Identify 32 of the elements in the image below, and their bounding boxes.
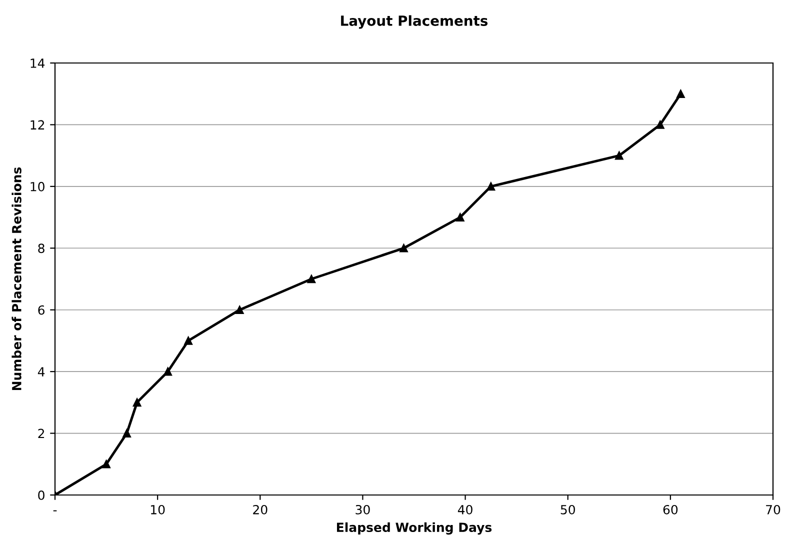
x-tick-label: 60 xyxy=(663,504,678,514)
chart-title: Layout Placements xyxy=(341,15,488,29)
point xyxy=(307,274,316,284)
y-axis-title: Number of Placement Revisions xyxy=(12,167,22,390)
point xyxy=(102,460,110,468)
x-tick-label: 20 xyxy=(253,504,268,514)
y-tick-label: 4 xyxy=(38,367,45,376)
point xyxy=(122,429,131,438)
point xyxy=(235,306,244,314)
point xyxy=(614,151,624,160)
y-tick-label: 12 xyxy=(30,120,44,130)
y-tick-label: 2 xyxy=(38,428,44,438)
x-tick-label: - xyxy=(53,510,57,512)
point xyxy=(400,244,408,252)
y-tick-label: 14 xyxy=(30,58,45,68)
y-tick-label: 0 xyxy=(38,490,44,500)
point xyxy=(132,398,142,407)
point xyxy=(656,120,664,129)
point xyxy=(486,182,496,191)
x-tick-label: 50 xyxy=(560,504,575,514)
point xyxy=(164,367,172,376)
x-tick-label: 70 xyxy=(766,504,780,514)
x-tick-label: 10 xyxy=(150,504,165,514)
y-tick-label: 10 xyxy=(30,182,44,192)
x-tick-label: 30 xyxy=(356,504,370,514)
point xyxy=(456,213,464,222)
y-tick-label: 6 xyxy=(38,305,44,315)
point xyxy=(676,90,685,98)
point xyxy=(184,336,193,345)
y-tick-label: 8 xyxy=(38,244,44,254)
x-tick-label: 40 xyxy=(458,504,472,514)
x-axis-title: Elapsed Working Days xyxy=(336,522,492,535)
